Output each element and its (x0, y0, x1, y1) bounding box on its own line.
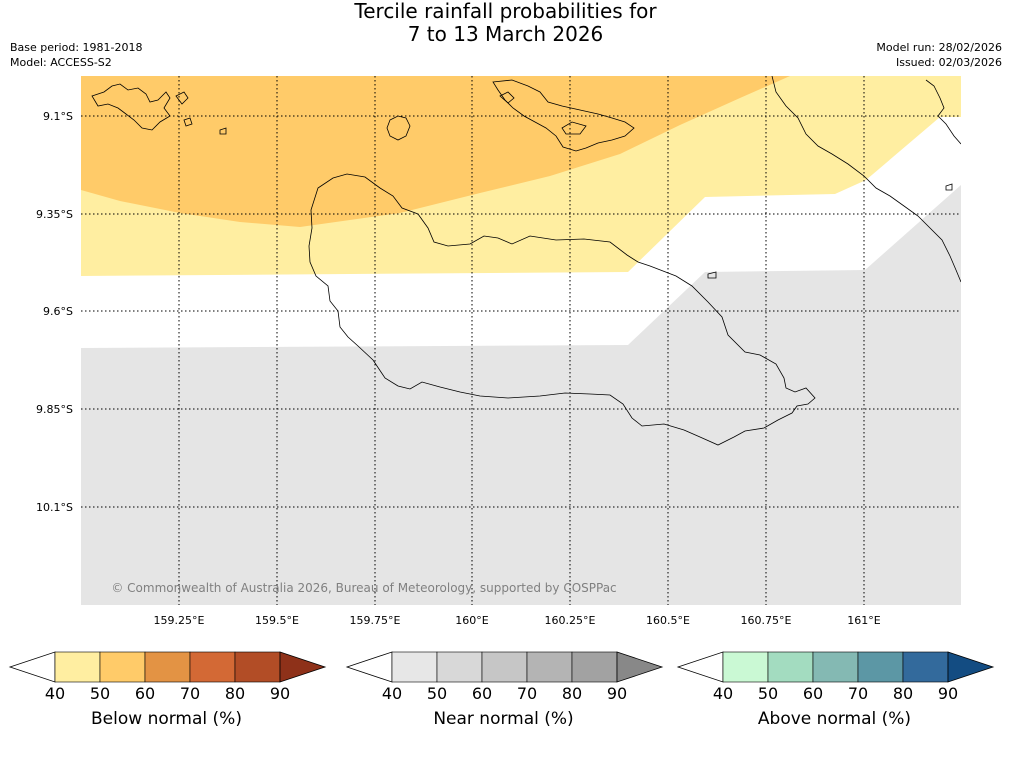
colorbar-segment (234, 651, 281, 683)
colorbar-tick-label: 70 (848, 684, 868, 703)
islet-5 (183, 117, 193, 127)
lon-label: 160.5°E (646, 614, 690, 627)
colorbar-tick-label: 40 (45, 684, 65, 703)
colorbar-segment (722, 651, 769, 683)
colorbar-segment (526, 651, 573, 683)
colorbar-segment (481, 651, 528, 683)
colorbar-tick-label: 80 (225, 684, 245, 703)
lat-label: 9.6°S (43, 305, 73, 318)
gridlines (81, 76, 961, 605)
near-normal-40-50-region (81, 185, 961, 605)
colorbar-segment (857, 651, 904, 683)
meta-right: Model run: 28/02/2026 Issued: 02/03/2026 (876, 40, 1002, 70)
colorbar-segment (767, 651, 814, 683)
colorbar-tick-label: 90 (607, 684, 627, 703)
savo-island-coastline (386, 115, 411, 141)
guadalcanal-coastline (308, 173, 816, 446)
islet-1 (499, 91, 515, 104)
colorbar-segment (189, 651, 236, 683)
colorbar-tick-label: 70 (517, 684, 537, 703)
islet-2 (561, 121, 587, 135)
colorbar-tick-label: 80 (893, 684, 913, 703)
title-line-2: 7 to 13 March 2026 (407, 22, 604, 46)
lon-label: 160°E (455, 614, 488, 627)
colorbar-tick-label: 90 (270, 684, 290, 703)
title-line-1: Tercile rainfall probabilities for (354, 0, 657, 23)
colorbar-tick-label: 70 (180, 684, 200, 703)
lon-label: 159.5°E (255, 614, 299, 627)
colorbar-tick-label: 80 (562, 684, 582, 703)
lon-label: 161°E (847, 614, 880, 627)
model-name: Model: ACCESS-S2 (10, 56, 112, 69)
malaita-coastline (771, 76, 961, 283)
colorbar-label-above-normal: Above normal (%) (757, 709, 912, 729)
colorbar-above-normal: 40 50 60 70 80 90 (676, 651, 995, 703)
colorbar-segment (436, 651, 483, 683)
islet-4 (219, 127, 227, 135)
colorbar-near-normal: 40 50 60 70 80 90 (345, 651, 664, 703)
lat-label: 9.1°S (43, 110, 73, 123)
russell-islands-coastline (91, 83, 171, 131)
lat-label: 9.85°S (36, 403, 73, 416)
colorbar-tick-label: 60 (472, 684, 492, 703)
copyright-notice: © Commonwealth of Australia 2026, Bureau… (111, 581, 616, 595)
lon-labels: 159.25°E 159.5°E 159.75°E 160°E 160.25°E… (154, 614, 881, 627)
lon-label: 159.25°E (154, 614, 205, 627)
colorbar-tick-label: 50 (427, 684, 447, 703)
colorbar-segment (812, 651, 859, 683)
colorbar-segment (391, 651, 438, 683)
meta-left: Base period: 1981-2018 Model: ACCESS-S2 (10, 40, 142, 70)
lon-label: 159.75°E (350, 614, 401, 627)
colorbar-tick-label: 60 (803, 684, 823, 703)
model-run: Model run: 28/02/2026 (876, 41, 1002, 54)
lat-label: 9.35°S (36, 208, 73, 221)
lat-labels: 9.1°S 9.35°S 9.6°S 9.85°S 10.1°S (36, 110, 73, 514)
coastlines (91, 76, 961, 446)
florida-islands-coastline (492, 79, 635, 152)
malaita-north-coastline (925, 79, 961, 145)
colorbar-label-near-normal: Near normal (%) (433, 709, 574, 729)
colorbar-segment (902, 651, 949, 683)
base-period: Base period: 1981-2018 (10, 41, 143, 54)
lat-label: 10.1°S (36, 501, 73, 514)
colorbar-segment (571, 651, 618, 683)
colorbar-extend-low (8, 651, 56, 683)
colorbar-extend-high (616, 651, 664, 683)
colorbar-tick-label: 50 (758, 684, 778, 703)
colorbar-extend-high (279, 651, 327, 683)
islet-7 (945, 183, 953, 191)
colorbar-label-below-normal: Below normal (%) (91, 709, 242, 729)
lon-label: 160.25°E (545, 614, 596, 627)
colorbar-segment (99, 651, 146, 683)
colorbar-segment (144, 651, 191, 683)
colorbar-extend-high (947, 651, 995, 683)
colorbar-tick-label: 60 (135, 684, 155, 703)
islet-3 (175, 91, 189, 105)
colorbar-tick-label: 50 (90, 684, 110, 703)
colorbar-tick-label: 40 (713, 684, 733, 703)
probability-shading (81, 76, 961, 605)
map-title: Tercile rainfall probabilities for 7 to … (0, 0, 1011, 46)
below-normal-50-60-region (81, 76, 790, 227)
colorbar-below-normal: 40 50 60 70 80 90 (8, 651, 327, 703)
colorbar-tick-label: 90 (938, 684, 958, 703)
colorbar-extend-low (345, 651, 393, 683)
colorbar-segment (54, 651, 101, 683)
colorbar-extend-low (676, 651, 724, 683)
islet-6 (707, 271, 717, 279)
colorbar-tick-label: 40 (382, 684, 402, 703)
issued-date: Issued: 02/03/2026 (895, 56, 1002, 69)
lon-label: 160.75°E (741, 614, 792, 627)
